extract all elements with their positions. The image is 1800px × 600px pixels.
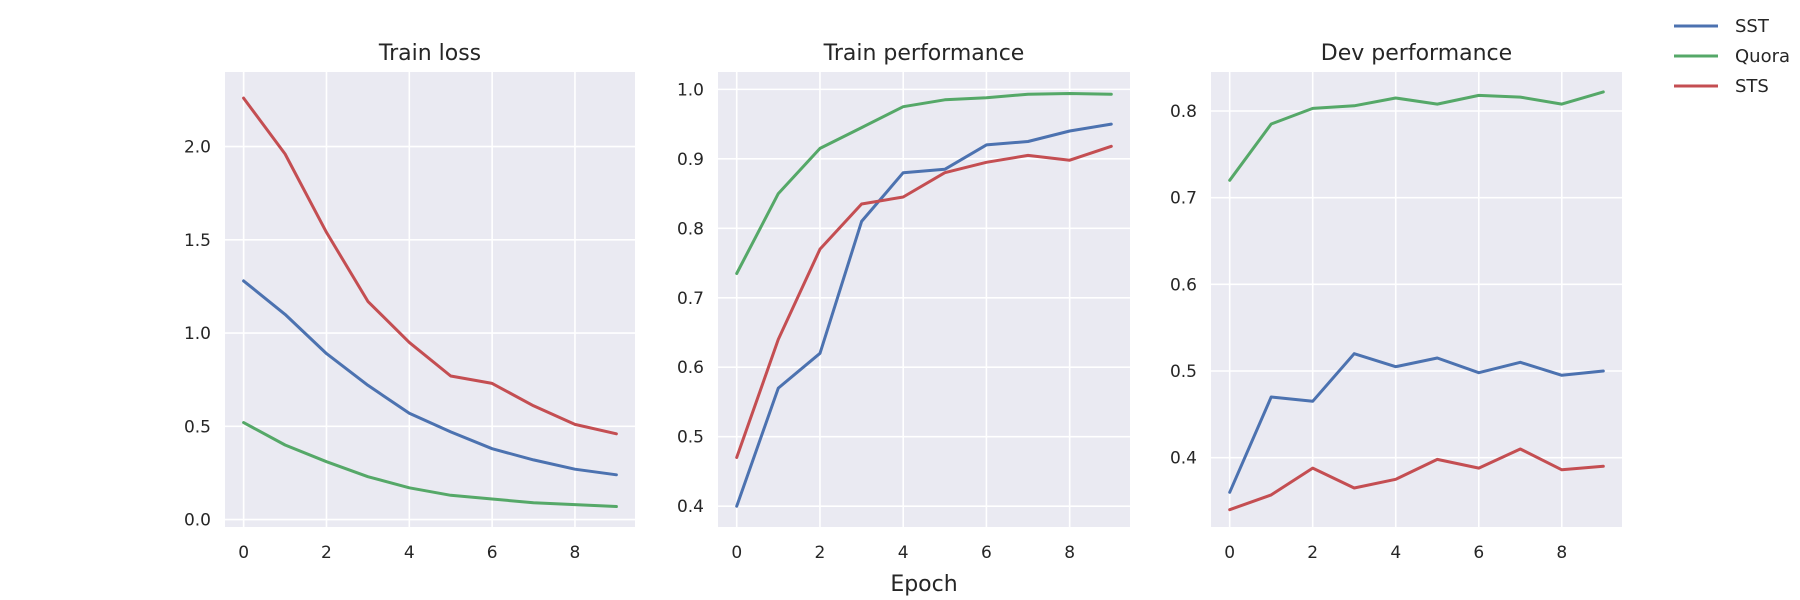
x-tick-label: 4 (1390, 543, 1401, 563)
y-tick-label: 0.5 (677, 428, 704, 448)
x-tick-label: 4 (898, 543, 909, 563)
panel-title: Train loss (378, 41, 481, 66)
x-tick-label: 2 (321, 543, 332, 563)
series-line-sst (1228, 352, 1605, 494)
x-tick-label: 2 (1307, 543, 1318, 563)
y-tick-label: 0.7 (677, 289, 704, 309)
y-tick-label: 1.5 (184, 231, 211, 251)
legend-label: SST (1735, 16, 1770, 37)
x-tick-label: 2 (815, 543, 826, 563)
series-line-sts (735, 144, 1113, 459)
x-tick-label: 0 (731, 543, 742, 563)
legend-label: Quora (1735, 46, 1790, 67)
y-tick-label: 0.4 (1170, 449, 1197, 469)
y-tick-label: 0.6 (1170, 275, 1197, 295)
x-tick-label: 0 (238, 543, 249, 563)
y-tick-label: 0.0 (184, 511, 211, 531)
y-tick-label: 0.8 (1170, 102, 1197, 122)
panel-title: Dev performance (1321, 41, 1512, 66)
plot-area-1 (225, 72, 635, 527)
y-tick-label: 0.6 (677, 358, 704, 378)
y-tick-label: 2.0 (184, 138, 211, 158)
x-tick-label: 4 (404, 543, 415, 563)
series-line-quora (735, 92, 1113, 275)
x-tick-label: 6 (487, 543, 498, 563)
y-tick-label: 0.7 (1170, 189, 1197, 209)
legend-label: STS (1735, 76, 1769, 97)
y-tick-label: 0.5 (184, 417, 211, 437)
x-tick-label: 6 (1473, 543, 1484, 563)
series-line-sst (242, 279, 618, 477)
y-tick-label: 1.0 (677, 80, 704, 100)
panel-title: Train performance (823, 41, 1025, 66)
y-tick-label: 0.8 (677, 219, 704, 239)
series-line-quora (1228, 90, 1605, 182)
y-tick-label: 0.4 (677, 497, 704, 517)
x-tick-label: 8 (1064, 543, 1075, 563)
plot-area-2 (718, 72, 1130, 527)
x-tick-label: 6 (981, 543, 992, 563)
series-line-quora (242, 421, 618, 508)
x-tick-label: 8 (1556, 543, 1567, 563)
series-line-sst (735, 122, 1113, 508)
y-tick-label: 1.0 (184, 324, 211, 344)
x-axis-label: Epoch (890, 572, 957, 597)
y-tick-label: 0.5 (1170, 362, 1197, 382)
series-line-sts (242, 96, 618, 436)
series-line-sts (1228, 447, 1605, 512)
y-tick-label: 0.9 (677, 150, 704, 170)
x-tick-label: 0 (1224, 543, 1235, 563)
plot-area-3 (1211, 72, 1622, 527)
x-tick-label: 8 (570, 543, 581, 563)
